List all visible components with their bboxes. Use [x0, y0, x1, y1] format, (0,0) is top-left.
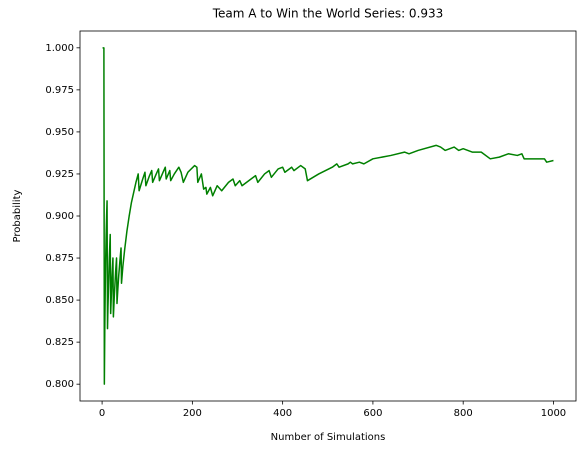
x-tick-label: 800	[454, 408, 473, 419]
y-tick-label: 0.825	[45, 337, 74, 348]
x-axis-label: Number of Simulations	[271, 432, 386, 443]
y-tick-label: 0.850	[45, 295, 74, 306]
y-tick-label: 0.925	[45, 169, 74, 180]
line	[102, 47, 554, 385]
x-tick-label: 0	[99, 408, 105, 419]
y-tick-label: 0.975	[45, 85, 74, 96]
plot-frame	[79, 30, 577, 402]
x-tick-label: 600	[363, 408, 382, 419]
y-tick-label: 0.800	[45, 379, 74, 390]
y-axis-label: Probability	[12, 189, 23, 242]
y-tick-label: 0.950	[45, 127, 74, 138]
y-tick-label: 1.000	[45, 43, 74, 54]
chart-title: Team A to Win the World Series: 0.933	[212, 7, 444, 21]
y-tick-label: 0.875	[45, 253, 74, 264]
y-tick-label: 0.900	[45, 211, 74, 222]
x-tick-label: 200	[183, 408, 202, 419]
x-tick-label: 1000	[541, 408, 566, 419]
x-tick-label: 400	[273, 408, 292, 419]
